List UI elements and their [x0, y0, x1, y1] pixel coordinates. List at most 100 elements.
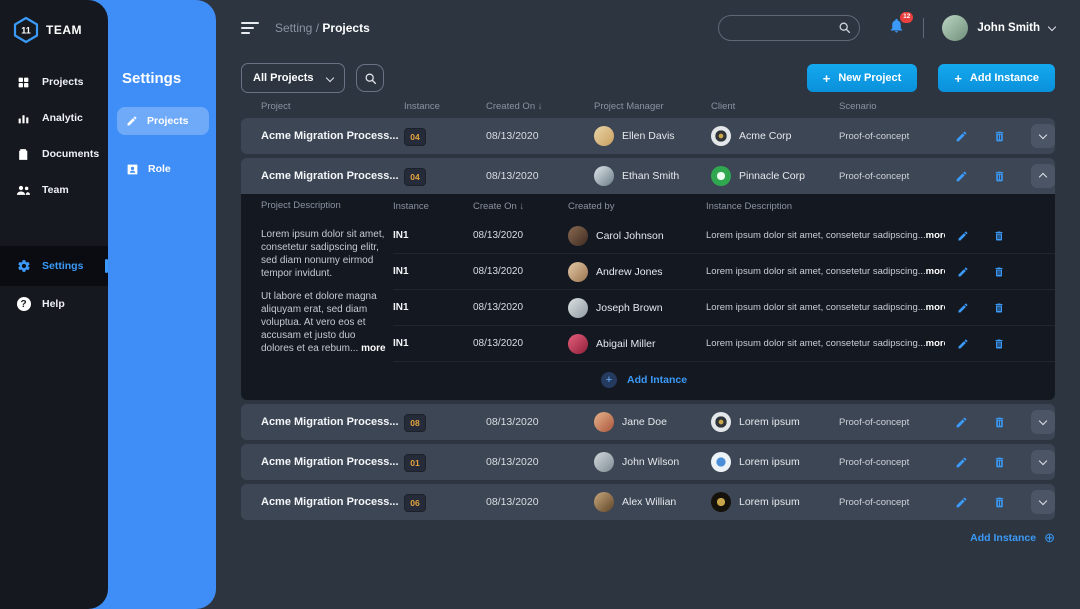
edit-icon[interactable] [957, 302, 969, 314]
creator-name: Joseph Brown [596, 301, 663, 314]
edit-icon[interactable] [955, 416, 968, 429]
sidebar-item-label: Analytic [42, 112, 83, 124]
add-instance-footer-label: Add Instance [970, 532, 1037, 544]
project-name: Acme Migration Process... [261, 170, 399, 182]
edit-icon[interactable] [957, 230, 969, 242]
expand-row-button[interactable] [1031, 124, 1055, 148]
instance-id: IN1 [393, 338, 409, 349]
instance-row[interactable]: IN1 08/13/2020 Abigail Miller Lorem ipsu… [393, 326, 1055, 362]
instance-row[interactable]: IN1 08/13/2020 Joseph Brown Lorem ipsum … [393, 290, 1055, 326]
client-avatar [711, 452, 731, 472]
sidebar-item-documents[interactable]: Documents [0, 136, 108, 172]
edit-icon[interactable] [955, 456, 968, 469]
sidebar-item-team[interactable]: Team [0, 172, 108, 208]
project-name: Acme Migration Process... [261, 456, 399, 468]
col-created-by[interactable]: Created by [568, 200, 615, 212]
instance-row[interactable]: IN1 08/13/2020 Carol Johnson Lorem ipsum… [393, 218, 1055, 254]
creator-name: Andrew Jones [596, 265, 663, 278]
chevron-down-icon [1038, 416, 1048, 426]
col-created-on[interactable]: Created On ↓ [486, 100, 543, 112]
expand-row-button[interactable] [1031, 490, 1055, 514]
delete-icon[interactable] [993, 130, 1006, 143]
expand-row-button[interactable] [1031, 450, 1055, 474]
instance-id: IN1 [393, 302, 409, 313]
sidebar-item-projects[interactable]: Projects [0, 64, 108, 100]
more-link[interactable]: more [925, 266, 945, 277]
breadcrumb-parent[interactable]: Setting [275, 21, 313, 35]
add-instance-inline-button[interactable]: + Add Intance [601, 362, 1055, 398]
col-create-on[interactable]: Create On ↓ [473, 200, 525, 212]
more-link[interactable]: more [925, 338, 945, 349]
edit-icon[interactable] [955, 496, 968, 509]
expanded-row-group: Acme Migration Process... 04 08/13/2020 … [241, 158, 1055, 400]
table-row[interactable]: Acme Migration Process... 08 08/13/2020 … [241, 404, 1055, 440]
project-name: Acme Migration Process... [261, 416, 399, 428]
manager-name: John Wilson [622, 456, 680, 468]
divider [923, 18, 925, 38]
help-icon: ? [16, 297, 31, 311]
description-text: Lorem ipsum dolor sit amet, consetetur s… [706, 266, 926, 277]
expanded-detail: Project Description Lorem ipsum dolor si… [241, 194, 1055, 400]
col-manager[interactable]: Project Manager [594, 100, 664, 112]
table-header: Project Instance Created On ↓ Project Ma… [241, 94, 1055, 118]
col-project[interactable]: Project [261, 100, 291, 112]
delete-icon[interactable] [993, 456, 1006, 469]
table-search-button[interactable] [356, 64, 384, 92]
instance-row[interactable]: IN1 08/13/2020 Andrew Jones Lorem ipsum … [393, 254, 1055, 290]
col-instance-description[interactable]: Instance Description [706, 200, 793, 212]
search-icon[interactable] [838, 21, 851, 39]
delete-icon[interactable] [993, 230, 1005, 242]
sidebar-item-analytic[interactable]: Analytic [0, 100, 108, 136]
table-row[interactable]: Acme Migration Process... 04 08/13/2020 … [241, 118, 1055, 154]
sidebar-item-settings-role[interactable]: Role [117, 155, 209, 183]
project-name: Acme Migration Process... [261, 130, 399, 142]
delete-icon[interactable] [993, 302, 1005, 314]
new-project-button[interactable]: + New Project [806, 64, 918, 92]
edit-icon[interactable] [957, 266, 969, 278]
notifications-button[interactable]: 12 [888, 12, 914, 39]
plus-circle-icon: ⊕ [1044, 530, 1055, 545]
hexagon-logo-icon: 11 [13, 16, 39, 44]
active-indicator [105, 259, 108, 273]
delete-icon[interactable] [993, 170, 1006, 183]
collapse-row-button[interactable] [1031, 164, 1055, 188]
client-name: Lorem ipsum [739, 496, 800, 508]
col-instance[interactable]: Instance [404, 100, 440, 112]
more-link[interactable]: more [361, 343, 386, 354]
search-input[interactable] [718, 15, 861, 41]
more-link[interactable]: more [925, 302, 945, 313]
col-sub-instance[interactable]: Instance [393, 200, 429, 212]
table-row[interactable]: Acme Migration Process... 06 08/13/2020 … [241, 484, 1055, 520]
project-filter-value: All Projects [253, 72, 314, 84]
edit-icon[interactable] [955, 130, 968, 143]
delete-icon[interactable] [993, 496, 1006, 509]
col-scenario[interactable]: Scenario [839, 100, 877, 112]
menu-icon[interactable] [241, 22, 259, 34]
expand-row-button[interactable] [1031, 410, 1055, 434]
add-instance-label: Add Instance [969, 72, 1039, 84]
col-client[interactable]: Client [711, 100, 736, 112]
bell-icon [891, 18, 903, 33]
plus-icon: + [954, 70, 962, 86]
table-row-expanded[interactable]: Acme Migration Process... 04 08/13/2020 … [241, 158, 1055, 194]
chevron-down-icon[interactable] [1047, 22, 1057, 31]
user-avatar[interactable] [942, 15, 969, 41]
project-filter-dropdown[interactable]: All Projects [241, 63, 345, 93]
more-link[interactable]: more [925, 230, 945, 241]
edit-icon[interactable] [955, 170, 968, 183]
delete-icon[interactable] [993, 266, 1005, 278]
delete-icon[interactable] [993, 416, 1006, 429]
add-instance-footer-link[interactable]: Add Instance ⊕ [241, 530, 1055, 546]
sidebar-item-settings[interactable]: Settings [0, 246, 108, 286]
edit-icon[interactable] [957, 338, 969, 350]
sidebar-item-help[interactable]: ? Help [0, 286, 108, 322]
sidebar-item-settings-projects[interactable]: Projects [117, 107, 209, 135]
manager-name: Jane Doe [622, 416, 667, 428]
toolbar: All Projects + New Project + Add Instanc… [241, 62, 1055, 94]
delete-icon[interactable] [993, 338, 1005, 350]
table-row[interactable]: Acme Migration Process... 01 08/13/2020 … [241, 444, 1055, 480]
plus-icon: + [822, 70, 831, 86]
gear-icon [16, 259, 31, 273]
add-instance-button[interactable]: + Add Instance [938, 64, 1055, 92]
creator-avatar [568, 297, 588, 318]
